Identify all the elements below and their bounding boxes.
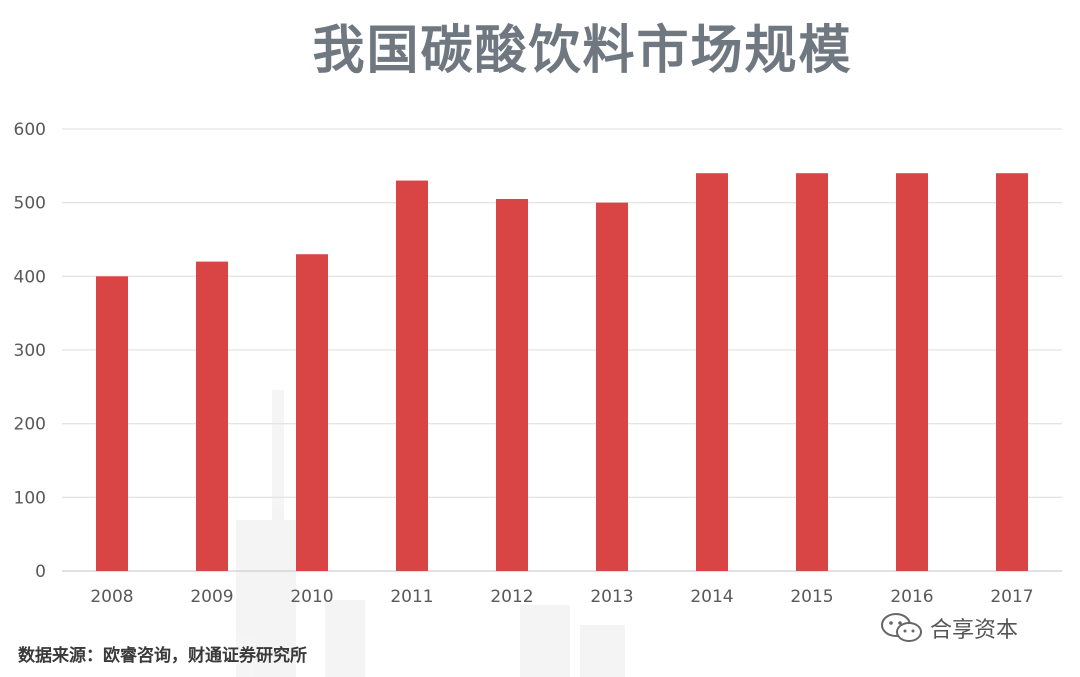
y-axis-ticks: 0 100 200 300 400 500 600 xyxy=(14,120,46,582)
background-skyline xyxy=(236,390,625,677)
x-tick-label: 2011 xyxy=(390,587,433,607)
x-tick-label: 2017 xyxy=(990,587,1033,607)
x-tick-label: 2015 xyxy=(790,587,833,607)
bar-2008 xyxy=(96,276,128,571)
bar-2016 xyxy=(896,173,928,571)
y-tick-label: 400 xyxy=(14,267,46,287)
y-tick-label: 600 xyxy=(14,120,46,140)
x-tick-label: 2010 xyxy=(290,587,333,607)
chart-title: 我国碳酸饮料市场规模 xyxy=(312,21,853,81)
y-tick-label: 200 xyxy=(14,415,46,435)
gridlines xyxy=(62,128,1062,572)
y-tick-label: 500 xyxy=(14,194,46,214)
x-tick-label: 2008 xyxy=(90,587,133,607)
watermark-text: 合享资本 xyxy=(930,618,1019,643)
wechat-icon xyxy=(881,613,922,642)
watermark: 合享资本 xyxy=(880,612,1018,644)
bars xyxy=(96,173,1028,572)
y-tick-label: 0 xyxy=(35,562,46,582)
bar-2011 xyxy=(396,180,428,572)
bar-2017 xyxy=(996,173,1028,571)
x-tick-label: 2016 xyxy=(890,587,933,607)
source-note: 数据来源：欧睿咨询，财通证券研究所 xyxy=(18,646,307,666)
bar-2014 xyxy=(696,173,728,571)
x-tick-label: 2009 xyxy=(190,587,233,607)
bar-2013 xyxy=(596,202,628,571)
x-tick-label: 2013 xyxy=(590,587,633,607)
bar-2015 xyxy=(796,173,828,571)
y-tick-label: 100 xyxy=(14,488,46,508)
x-tick-label: 2014 xyxy=(690,587,733,607)
y-tick-label: 300 xyxy=(14,341,46,361)
bar-2012 xyxy=(496,198,528,571)
x-tick-label: 2012 xyxy=(490,587,533,607)
x-axis-ticks: 2008 2009 2010 2011 2012 2013 2014 2015 2016 2017 xyxy=(90,587,1033,607)
bar-2010 xyxy=(296,254,328,571)
bar-2009 xyxy=(196,261,228,571)
